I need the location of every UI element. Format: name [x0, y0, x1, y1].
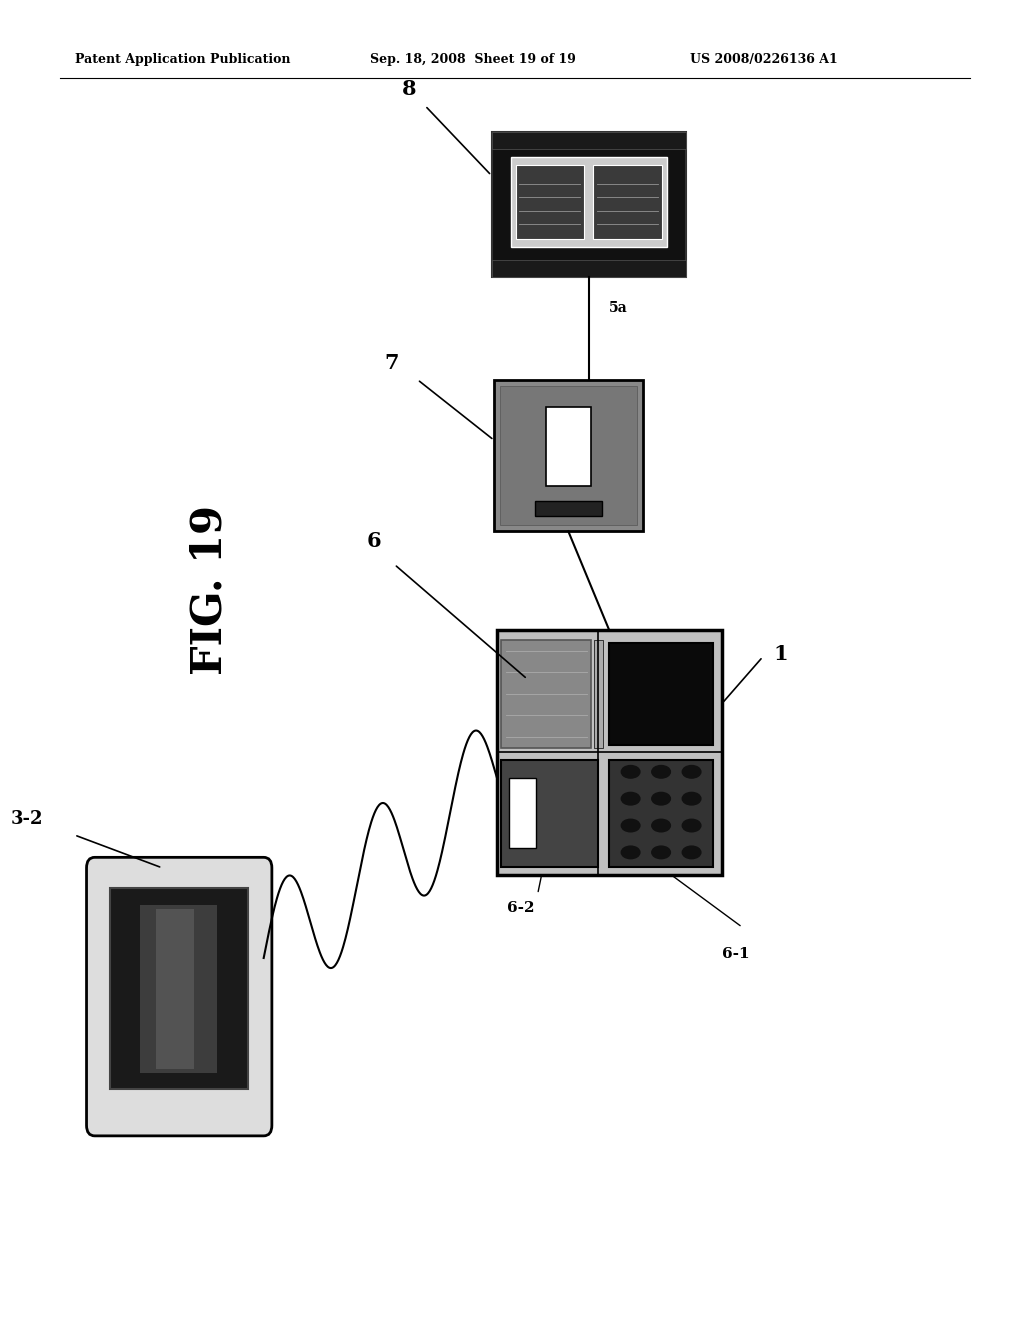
Bar	[492, 132, 686, 149]
Bar	[110, 888, 249, 1089]
Bar	[594, 640, 602, 747]
Text: 1: 1	[773, 644, 787, 664]
Text: 5a: 5a	[609, 301, 628, 315]
Ellipse shape	[682, 792, 700, 805]
Text: 7: 7	[384, 352, 399, 372]
Text: Sep. 18, 2008  Sheet 19 of 19: Sep. 18, 2008 Sheet 19 of 19	[370, 54, 575, 66]
Text: US 2008/0226136 A1: US 2008/0226136 A1	[690, 54, 838, 66]
Bar	[511, 157, 667, 247]
Ellipse shape	[682, 766, 700, 777]
Text: 6-1: 6-1	[722, 948, 750, 961]
Bar	[501, 640, 591, 747]
FancyBboxPatch shape	[86, 858, 271, 1135]
Bar	[492, 260, 686, 277]
Bar	[500, 385, 637, 525]
Bar	[535, 502, 602, 516]
Bar	[609, 760, 713, 867]
Bar	[156, 908, 194, 1069]
Ellipse shape	[622, 820, 640, 832]
Text: Patent Application Publication: Patent Application Publication	[75, 54, 291, 66]
Text: 6-2: 6-2	[507, 900, 535, 915]
Bar	[501, 760, 598, 867]
Bar	[516, 165, 584, 239]
Text: 8: 8	[402, 79, 417, 99]
Ellipse shape	[622, 766, 640, 777]
Ellipse shape	[651, 766, 671, 777]
Bar	[497, 630, 722, 874]
Text: 6: 6	[367, 531, 381, 552]
Ellipse shape	[682, 820, 700, 832]
Ellipse shape	[622, 792, 640, 805]
Ellipse shape	[651, 820, 671, 832]
Text: FIG. 19: FIG. 19	[189, 506, 231, 675]
Ellipse shape	[622, 846, 640, 859]
Bar	[594, 165, 662, 239]
Bar	[509, 777, 536, 847]
Bar	[140, 904, 217, 1073]
Ellipse shape	[651, 846, 671, 859]
Bar	[492, 132, 686, 277]
Ellipse shape	[682, 846, 700, 859]
Bar	[495, 380, 643, 531]
Bar	[546, 407, 591, 486]
Text: 3-2: 3-2	[11, 810, 43, 829]
Bar	[609, 643, 713, 744]
Ellipse shape	[651, 792, 671, 805]
